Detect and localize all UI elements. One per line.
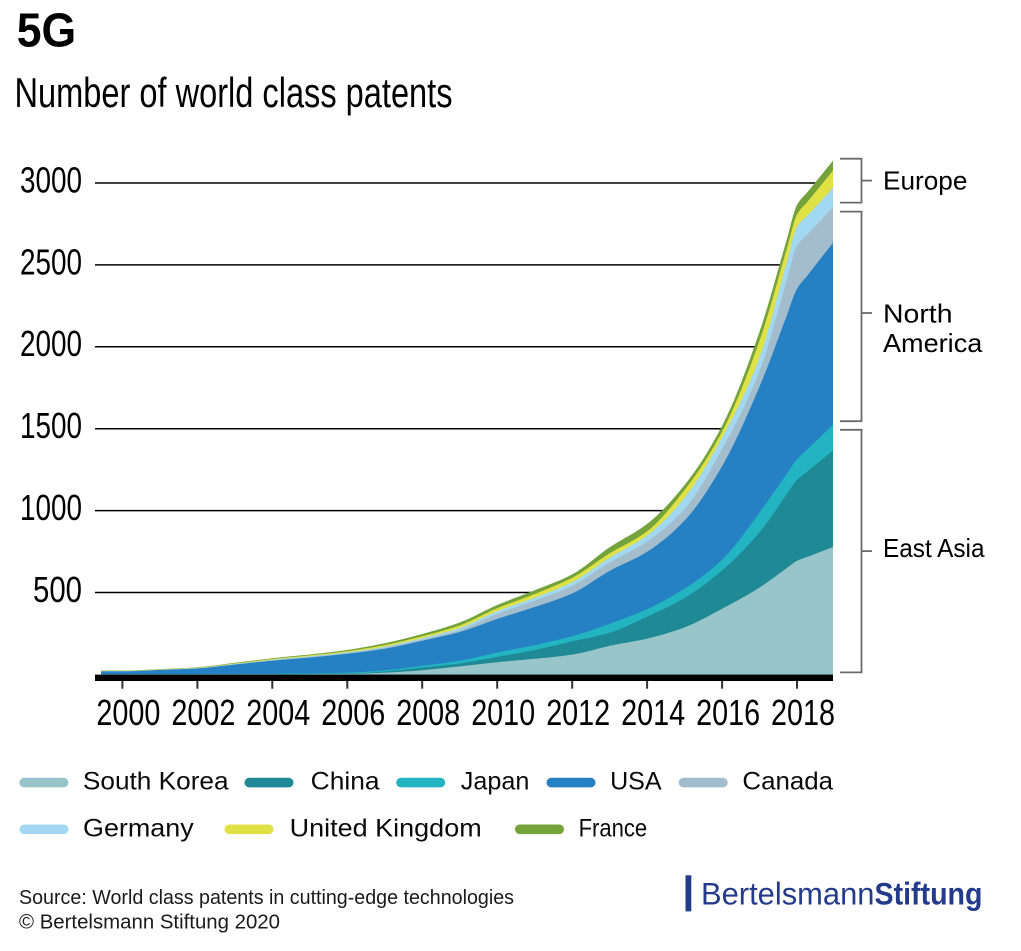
svg-text:Stiftung: Stiftung — [875, 876, 983, 912]
svg-text:China: China — [311, 768, 380, 796]
svg-text:1500: 1500 — [20, 405, 82, 446]
svg-text:Japan: Japan — [461, 768, 530, 796]
svg-text:United Kingdom: United Kingdom — [290, 815, 482, 843]
svg-text:America: America — [883, 328, 983, 358]
svg-text:Canada: Canada — [742, 768, 833, 796]
svg-text:France: France — [579, 815, 648, 843]
svg-text:North: North — [883, 299, 953, 329]
svg-text:2016: 2016 — [696, 692, 760, 733]
svg-text:1000: 1000 — [20, 487, 82, 528]
svg-text:5G: 5G — [17, 5, 76, 58]
svg-text:2014: 2014 — [621, 692, 685, 733]
svg-text:2000: 2000 — [96, 692, 160, 733]
svg-text:3000: 3000 — [20, 159, 82, 200]
svg-text:Source: World class patents in: Source: World class patents in cutting-e… — [19, 886, 514, 909]
svg-text:South Korea: South Korea — [83, 768, 229, 796]
svg-text:2006: 2006 — [321, 692, 385, 733]
svg-text:2012: 2012 — [546, 692, 610, 733]
svg-text:Number of world class patents: Number of world class patents — [15, 69, 453, 116]
svg-text:2004: 2004 — [246, 692, 310, 733]
svg-text:2500: 2500 — [20, 241, 82, 282]
svg-text:East Asia: East Asia — [883, 533, 985, 563]
svg-text:500: 500 — [33, 569, 82, 610]
svg-text:2010: 2010 — [471, 692, 535, 733]
svg-text:Bertelsmann: Bertelsmann — [701, 876, 875, 912]
svg-text:2002: 2002 — [171, 692, 235, 733]
svg-text:Germany: Germany — [83, 815, 194, 843]
svg-text:2000: 2000 — [20, 323, 82, 364]
svg-text:2018: 2018 — [771, 692, 835, 733]
svg-text:2008: 2008 — [396, 692, 460, 733]
svg-text:Europe: Europe — [883, 166, 967, 196]
svg-text:USA: USA — [610, 768, 662, 796]
svg-text:© Bertelsmann Stiftung 2020: © Bertelsmann Stiftung 2020 — [19, 911, 280, 934]
